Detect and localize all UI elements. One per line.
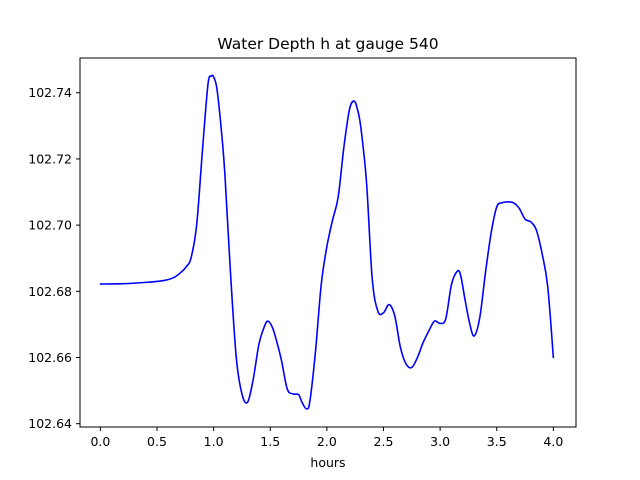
plot-series: [99, 74, 555, 410]
axis-ticks: 0.0 0.5 1.0 1.5 2.0 2.5 3.0 3.5 4.0 102.64 102.66 1…: [28, 85, 563, 449]
x-tick-label: 1.0: [204, 434, 224, 449]
x-tick-label: 3.5: [487, 434, 507, 449]
x-tick-label: 2.5: [374, 434, 394, 449]
x-tick-label: 0.0: [90, 434, 110, 449]
water-depth-line: [99, 74, 555, 410]
x-tick-label: 1.5: [260, 434, 280, 449]
x-tick-label: 3.0: [430, 434, 450, 449]
x-tick-label: 2.0: [317, 434, 337, 449]
chart-title: Water Depth h at gauge 540: [217, 35, 438, 53]
y-tick-label: 102.70: [28, 218, 72, 233]
y-tick-label: 102.74: [28, 85, 72, 100]
y-tick-label: 102.72: [28, 151, 72, 166]
plot-frame: [79, 57, 577, 428]
y-tick-label: 102.68: [28, 284, 72, 299]
x-tick-label: 4.0: [543, 434, 563, 449]
y-tick-label: 102.66: [28, 350, 72, 365]
x-axis-label: hours: [310, 455, 345, 470]
y-tick-label: 102.64: [28, 416, 72, 431]
x-tick-label: 0.5: [147, 434, 167, 449]
